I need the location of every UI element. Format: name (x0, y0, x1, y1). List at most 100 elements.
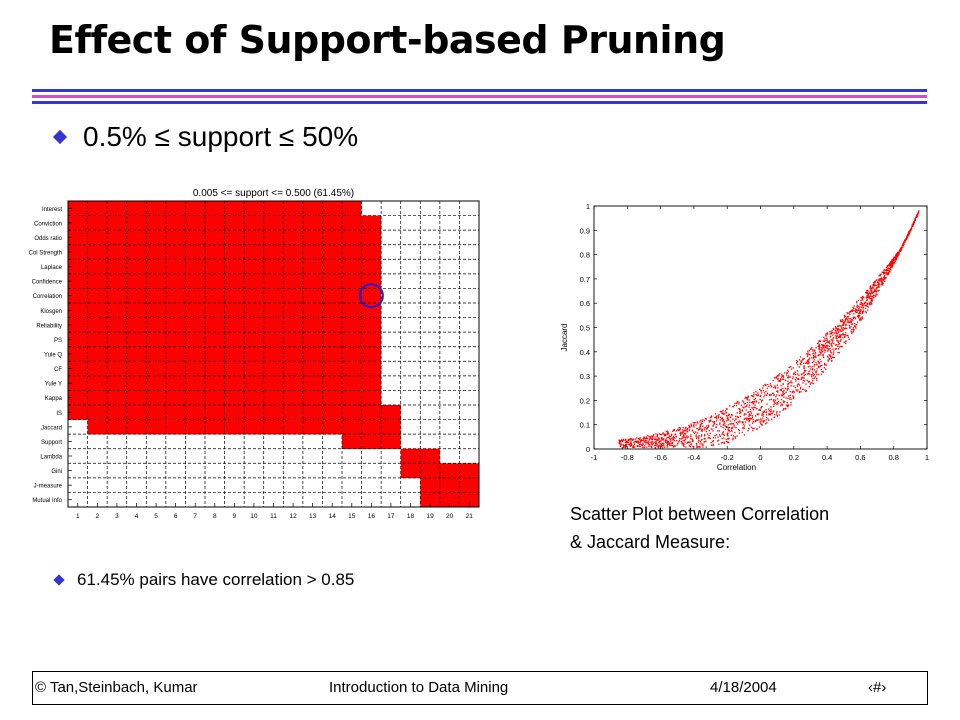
scatter-point (792, 367, 794, 369)
scatter-point (701, 442, 703, 445)
scatter-point (762, 387, 764, 389)
scatter-point (705, 425, 708, 427)
scatter-point (787, 369, 789, 371)
scatter-point (787, 404, 790, 406)
scatter-point (674, 445, 676, 447)
scatter-point (753, 409, 755, 411)
scatter-point (800, 364, 802, 366)
scatter-point (646, 441, 649, 444)
scatter-point (883, 278, 886, 280)
scatter-point (815, 372, 817, 374)
scatter-point (766, 422, 768, 424)
scatter-point (810, 348, 812, 350)
scatter-point (741, 409, 743, 411)
scatter-point (805, 390, 807, 393)
scatter-point (812, 350, 814, 352)
scatter-point (796, 378, 798, 380)
scatter-point (830, 344, 833, 346)
heatmap-row-label: Gini (51, 469, 62, 475)
scatter-point (912, 225, 914, 227)
scatter-point (768, 414, 770, 416)
heatmap-col-label: 12 (289, 513, 297, 520)
scatter-point (727, 437, 729, 440)
scatter-point (622, 439, 625, 441)
scatter-point (649, 436, 652, 438)
scatter-point (862, 306, 865, 309)
scatter-point (891, 266, 893, 268)
scatter-point (881, 271, 883, 273)
scatter-point (651, 435, 653, 437)
scatter-point (914, 218, 916, 220)
scatter-point (788, 398, 791, 400)
scatter-point (802, 367, 805, 369)
scatter-point (783, 392, 786, 395)
scatter-point (916, 216, 918, 218)
scatter-point (809, 365, 811, 367)
scatter-point (789, 381, 791, 384)
scatter-point (849, 311, 851, 313)
scatter-point (741, 400, 744, 402)
scatter-point (722, 431, 725, 433)
scatter-point (756, 428, 758, 430)
bullet-support-text: 0.5% ≤ support ≤ 50% (83, 121, 359, 152)
scatter-point (723, 442, 725, 445)
scatter-point (709, 432, 711, 435)
scatter-point (692, 445, 694, 448)
scatter-point (804, 367, 806, 369)
scatter-point (727, 424, 729, 426)
scatter-point (701, 434, 703, 436)
scatter-point (629, 442, 632, 445)
scatter-point (847, 312, 849, 315)
scatter-point (736, 402, 738, 405)
scatter-point (754, 406, 756, 409)
scatter-point (751, 415, 754, 417)
scatter-point (701, 420, 703, 423)
scatter-point (673, 429, 675, 432)
scatter-point (854, 308, 857, 310)
heatmap-col-label: 4 (135, 513, 139, 520)
scatter-point (872, 284, 874, 286)
scatter-point (864, 301, 866, 304)
scatter-point (620, 442, 622, 444)
scatter-point (764, 384, 767, 386)
scatter-point (632, 438, 634, 440)
scatter-point (777, 390, 779, 392)
scatter-point (730, 423, 733, 425)
scatter-point (623, 446, 625, 448)
scatter-point (842, 324, 845, 326)
scatter-point (826, 350, 829, 352)
scatter-point (907, 233, 909, 235)
scatter-point (767, 418, 769, 420)
scatter-point (825, 333, 827, 335)
scatter-point (686, 427, 689, 430)
scatter-point (618, 441, 621, 444)
scatter-point (715, 416, 717, 419)
scatter-point (792, 397, 794, 400)
scatter-point (750, 401, 753, 404)
scatter-point (632, 445, 634, 448)
scatter-point (732, 437, 734, 439)
scatter-point (717, 440, 719, 442)
scatter-point (697, 446, 700, 448)
scatter-point (873, 289, 875, 291)
scatter-point (693, 424, 695, 426)
scatter-point (748, 406, 750, 408)
heatmap-row-label: CF (54, 367, 62, 373)
scatter-point (797, 373, 799, 375)
scatter-point (756, 419, 758, 421)
scatter-point (815, 371, 817, 373)
scatter-point (724, 425, 726, 427)
scatter-point (855, 323, 858, 326)
scatter-point (874, 280, 876, 283)
scatter-point (837, 341, 840, 343)
scatter-point (897, 252, 899, 254)
scatter-point (853, 313, 855, 315)
scatter-point (845, 342, 847, 345)
scatter-point (670, 440, 672, 442)
bullet-support-range: 0.5% ≤ support ≤ 50% (52, 121, 359, 153)
scatter-point (884, 280, 886, 282)
scatter-point (663, 435, 665, 437)
heatmap-red-cell-span (420, 492, 479, 508)
scatter-point (768, 394, 771, 396)
